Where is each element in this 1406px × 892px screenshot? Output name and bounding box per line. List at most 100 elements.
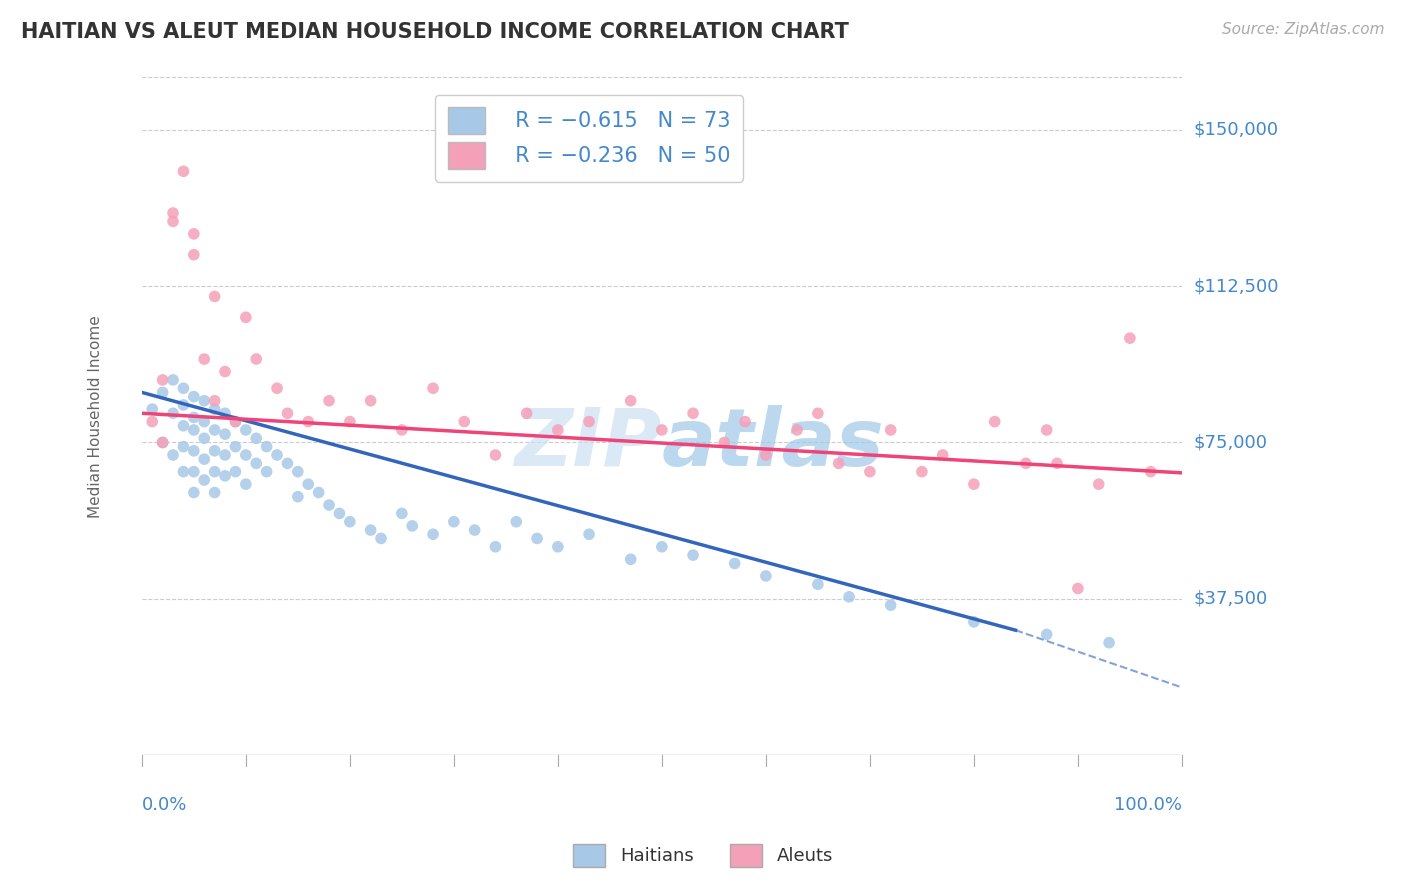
Point (682, 406, 704, 420)
Point (141, 402, 163, 417)
Point (183, 390, 205, 404)
Point (1119, 331, 1142, 345)
Point (297, 415, 319, 429)
Point (172, 465, 194, 479)
Point (734, 415, 756, 429)
Point (838, 590, 860, 604)
Point (1035, 627, 1057, 641)
Point (339, 515, 361, 529)
Point (276, 456, 298, 470)
Point (308, 485, 330, 500)
Point (526, 532, 548, 546)
Point (224, 415, 246, 429)
Point (963, 615, 986, 629)
Point (724, 557, 747, 571)
Point (1139, 465, 1161, 479)
Point (578, 527, 600, 541)
Point (162, 373, 184, 387)
Point (245, 456, 267, 470)
Point (1046, 456, 1069, 470)
Point (172, 440, 194, 454)
Text: 0.0%: 0.0% (142, 796, 187, 814)
Point (879, 423, 901, 437)
Point (172, 418, 194, 433)
Point (401, 519, 423, 533)
Point (318, 498, 340, 512)
Point (620, 393, 643, 408)
Point (713, 435, 735, 450)
Point (183, 485, 205, 500)
Point (1015, 456, 1038, 470)
Point (245, 352, 267, 367)
Point (214, 365, 236, 379)
Point (370, 532, 392, 546)
Point (256, 440, 278, 454)
Text: $37,500: $37,500 (1194, 590, 1267, 608)
Point (204, 485, 226, 500)
Point (183, 410, 205, 425)
Point (141, 415, 163, 429)
Point (651, 540, 673, 554)
Point (879, 598, 901, 612)
Point (152, 435, 174, 450)
Point (651, 423, 673, 437)
Point (1087, 477, 1109, 491)
Point (152, 385, 174, 400)
Point (786, 423, 808, 437)
Point (422, 381, 444, 395)
Point (214, 406, 236, 420)
Point (484, 448, 506, 462)
Legend: Haitians, Aleuts: Haitians, Aleuts (565, 837, 841, 874)
Point (516, 406, 538, 420)
Point (828, 456, 851, 470)
Text: Source: ZipAtlas.com: Source: ZipAtlas.com (1222, 22, 1385, 37)
Point (453, 415, 475, 429)
Point (931, 448, 953, 462)
Point (578, 415, 600, 429)
Point (328, 507, 350, 521)
Point (224, 440, 246, 454)
Point (214, 468, 236, 483)
Point (162, 214, 184, 228)
Point (235, 310, 257, 325)
Point (391, 507, 413, 521)
Point (183, 227, 205, 241)
Point (235, 448, 257, 462)
Text: atlas: atlas (662, 404, 884, 483)
Point (484, 540, 506, 554)
Point (162, 448, 184, 462)
Point (224, 465, 246, 479)
Point (172, 164, 194, 178)
Point (807, 406, 830, 420)
Text: ZIP: ZIP (515, 404, 662, 483)
Point (204, 465, 226, 479)
Point (276, 406, 298, 420)
Point (287, 465, 309, 479)
Point (911, 465, 934, 479)
Point (172, 381, 194, 395)
Point (287, 490, 309, 504)
Point (755, 569, 778, 583)
Point (162, 206, 184, 220)
Point (235, 423, 257, 437)
Text: $112,500: $112,500 (1194, 277, 1278, 295)
Point (360, 393, 382, 408)
Point (235, 477, 257, 491)
Point (152, 435, 174, 450)
Point (193, 431, 215, 445)
Point (204, 443, 226, 458)
Point (422, 527, 444, 541)
Point (183, 248, 205, 262)
Point (193, 415, 215, 429)
Point (224, 415, 246, 429)
Point (204, 289, 226, 303)
Point (963, 477, 986, 491)
Point (193, 393, 215, 408)
Point (297, 477, 319, 491)
Point (859, 465, 882, 479)
Point (214, 427, 236, 442)
Point (266, 381, 288, 395)
Point (318, 393, 340, 408)
Point (204, 402, 226, 417)
Point (391, 423, 413, 437)
